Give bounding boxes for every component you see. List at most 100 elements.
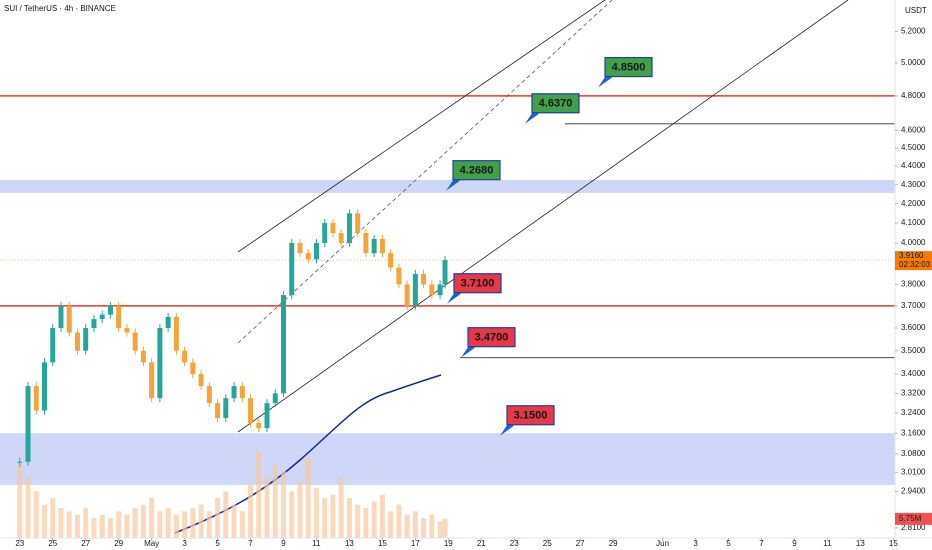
drawings-under bbox=[0, 95, 895, 485]
y-tick-label: 4.5000 bbox=[901, 143, 926, 152]
volume-bar bbox=[305, 458, 311, 538]
y-tick-label: 2.8100 bbox=[901, 523, 926, 532]
x-tick-label: 25 bbox=[48, 539, 57, 548]
annotation-pointer bbox=[446, 178, 460, 191]
y-tick-label: 3.2400 bbox=[901, 408, 926, 417]
candle-body bbox=[305, 253, 311, 260]
y-tick-label: 4.1000 bbox=[901, 218, 926, 227]
x-tick-label: 17 bbox=[411, 539, 420, 548]
candle-body bbox=[215, 403, 221, 419]
candle-body bbox=[99, 314, 105, 320]
annotation-pointer bbox=[447, 291, 461, 304]
candle-body bbox=[363, 232, 369, 254]
x-tick-label: 5 bbox=[726, 539, 731, 548]
volume-bar bbox=[173, 514, 179, 538]
x-tick-label: 13 bbox=[856, 539, 865, 548]
y-tick-label: 4.8000 bbox=[901, 91, 926, 100]
x-tick-label: 29 bbox=[609, 539, 618, 548]
x-tick-label: 25 bbox=[543, 539, 552, 548]
annotation-label: 4.2680 bbox=[460, 165, 494, 177]
candle-body bbox=[346, 213, 352, 244]
candle-body bbox=[66, 305, 72, 333]
x-tick-label: 15 bbox=[378, 539, 387, 548]
volume-bar bbox=[338, 478, 344, 538]
candle-body bbox=[58, 305, 64, 329]
price-annotation: 3.7100 bbox=[447, 273, 502, 304]
candle-body bbox=[421, 273, 427, 285]
candle-body bbox=[264, 403, 270, 429]
x-tick-label: 11 bbox=[823, 539, 832, 548]
volume-bar bbox=[256, 451, 262, 538]
price-annotation: 4.6370 bbox=[525, 93, 580, 124]
zone bbox=[0, 179, 895, 193]
volume-bar bbox=[297, 481, 303, 538]
candle-body bbox=[190, 362, 196, 375]
volume-bar bbox=[83, 508, 89, 538]
volume-bar bbox=[140, 504, 146, 538]
price-marks bbox=[17, 209, 448, 538]
candle-body bbox=[256, 423, 262, 429]
candle-body bbox=[355, 213, 361, 233]
candle-body bbox=[33, 386, 39, 411]
volume-bar bbox=[42, 504, 48, 538]
candle-body bbox=[388, 253, 394, 268]
y-tick-label: 3.0100 bbox=[901, 468, 926, 477]
candle-body bbox=[173, 316, 179, 351]
x-tick-label: 3 bbox=[693, 539, 698, 548]
y-tick-label: 3.3200 bbox=[901, 388, 926, 397]
volume-bar bbox=[388, 511, 394, 538]
x-tick-label: 27 bbox=[81, 539, 90, 548]
volume-bar bbox=[322, 498, 328, 538]
y-tick-label: 3.7000 bbox=[901, 301, 926, 310]
candle-body bbox=[272, 393, 278, 404]
x-tick-label: 19 bbox=[444, 539, 453, 548]
candle-body bbox=[412, 273, 418, 306]
y-tick-label: 3.6000 bbox=[901, 323, 926, 332]
volume-bar bbox=[206, 511, 212, 538]
x-tick-label: 5 bbox=[215, 539, 220, 548]
volume-bar bbox=[17, 464, 23, 538]
candle-body bbox=[429, 284, 435, 296]
candle-body bbox=[157, 328, 163, 399]
candle-body bbox=[297, 243, 303, 254]
volume-bar bbox=[149, 498, 155, 538]
volume-bar bbox=[346, 498, 352, 538]
candle-body bbox=[404, 284, 410, 306]
volume-bar bbox=[58, 508, 64, 538]
candle-body bbox=[182, 350, 188, 363]
candle-body bbox=[313, 243, 319, 260]
candle-body bbox=[442, 260, 448, 285]
candle-body bbox=[132, 332, 138, 351]
annotation-pointer bbox=[461, 345, 475, 358]
volume-bar bbox=[313, 488, 319, 538]
x-tick-label: 21 bbox=[477, 539, 486, 548]
volume-bar bbox=[289, 491, 295, 538]
volume-bar bbox=[404, 514, 410, 538]
channel-mid bbox=[237, 0, 613, 344]
annotation-label: 3.4700 bbox=[475, 332, 509, 344]
volume-bar bbox=[437, 521, 443, 538]
candle-body bbox=[206, 386, 212, 404]
volume-bar bbox=[99, 514, 105, 538]
candle-body bbox=[83, 328, 89, 351]
candle-body bbox=[25, 386, 31, 462]
y-tick-label: 5.2000 bbox=[901, 26, 926, 35]
candle-body bbox=[280, 295, 286, 394]
annotation-label: 3.7100 bbox=[461, 278, 495, 290]
candle-body bbox=[124, 328, 130, 333]
annotation-label: 3.1500 bbox=[514, 410, 548, 422]
candle-body bbox=[17, 461, 23, 463]
annotation-label: 4.6370 bbox=[539, 98, 573, 110]
volume-bar bbox=[116, 511, 122, 538]
x-tick-label: 3 bbox=[182, 539, 187, 548]
last-price-label: 3.9160 bbox=[899, 251, 924, 260]
zone bbox=[0, 433, 895, 485]
chart-title: SUI / TetherUS · 4h · BINANCE bbox=[4, 4, 116, 13]
volume-bar bbox=[157, 511, 163, 538]
x-tick-label: 27 bbox=[576, 539, 585, 548]
volume-bar bbox=[182, 511, 188, 538]
candle-body bbox=[289, 243, 295, 296]
x-tick-label: 23 bbox=[510, 539, 519, 548]
volume-bar bbox=[124, 514, 130, 538]
